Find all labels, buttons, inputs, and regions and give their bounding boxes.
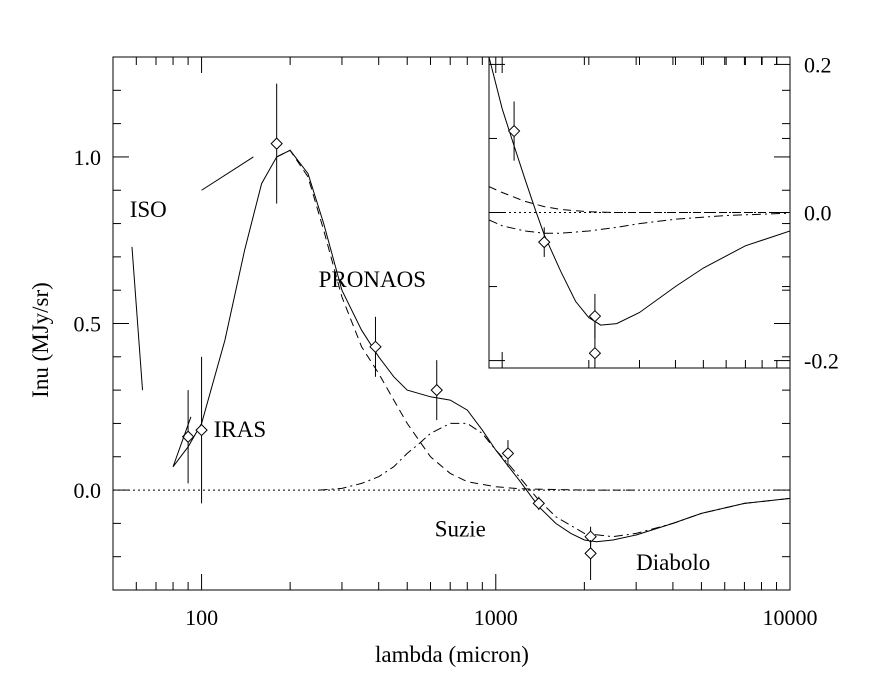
main-series-dash-dot-line (318, 422, 790, 538)
x-axis-title: lambda (micron) (375, 642, 529, 667)
main-data-point (501, 447, 515, 460)
main-data-point (270, 137, 283, 150)
main-series-dashed-line (276, 149, 637, 491)
main-pointer-line (172, 416, 192, 467)
main-plot-frame (112, 56, 791, 591)
inset-data-point (588, 346, 602, 360)
inset-series-dashed-line (489, 186, 790, 213)
inset-y-tick-label: -0.2 (804, 349, 839, 374)
main-data-point (584, 547, 597, 560)
main-annotation-pronaos: PRONAOS (319, 267, 426, 292)
inset-y-tick-label: 0.0 (804, 201, 832, 226)
main-annotation-suzie: Suzie (435, 517, 486, 542)
main-annotation-diabolo: Diabolo (636, 550, 710, 575)
inset-series-group (489, 57, 790, 368)
main-chart: 100 1000 10000 0.0 0.5 1.0 ISO IRAS PRONAOS Suzie… (74, 56, 818, 630)
main-data-point (369, 340, 382, 354)
main-pointer-line (201, 156, 254, 191)
main-x-tick-label: 1000 (474, 605, 518, 630)
inset-data-point (588, 309, 602, 323)
inset-data-point (538, 235, 551, 249)
y-axis-title: Inu (MJy/sr) (28, 282, 53, 398)
main-series-group (113, 83, 790, 581)
inset-chart: -0.2 0.0 0.2 (488, 52, 839, 374)
main-y-tick-label: 0.0 (74, 478, 102, 503)
main-x-tick-label: 100 (185, 605, 218, 630)
inset-y-tick-label: 0.2 (804, 52, 832, 77)
inset-series-dash-dot-line (489, 212, 790, 234)
main-annotation-iso: ISO (130, 197, 167, 222)
main-series-solid-line (172, 149, 790, 543)
inset-data-point (507, 124, 521, 138)
main-x-tick-label: 10000 (763, 605, 818, 630)
main-pointer-line (131, 246, 144, 391)
main-annotation-iras: IRAS (214, 417, 266, 442)
main-data-point (195, 423, 208, 437)
main-data-point (430, 383, 443, 397)
main-y-tick-label: 0.5 (74, 312, 102, 337)
main-data-point (532, 497, 545, 510)
inset-series-solid-line (489, 57, 790, 326)
main-y-tick-label: 1.0 (74, 145, 102, 170)
